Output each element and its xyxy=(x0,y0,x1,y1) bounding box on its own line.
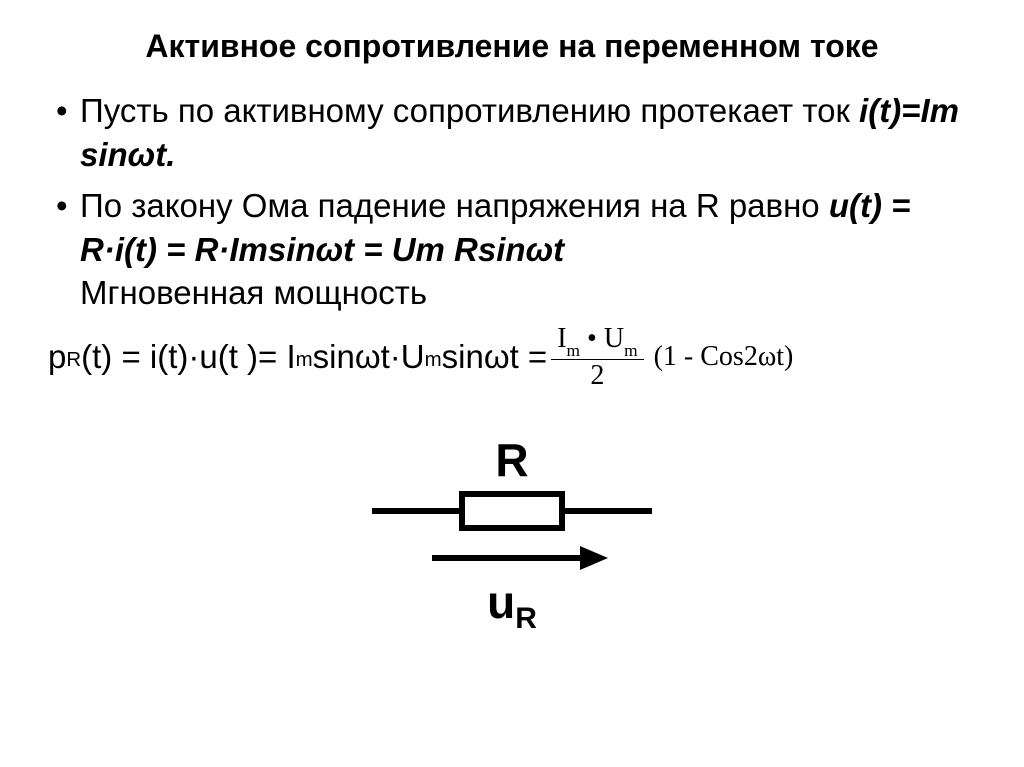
bullet-dot-icon: • xyxy=(56,184,80,228)
resistor-box xyxy=(462,494,562,528)
diagram-label-R: R xyxy=(495,436,528,486)
fn-bs: m xyxy=(624,341,638,360)
bullet-dot-icon: • xyxy=(56,89,80,133)
eq-m1: m xyxy=(296,347,313,374)
eq-mid3: sinωt = xyxy=(442,335,548,379)
eq-frac-den: 2 xyxy=(584,360,610,390)
fn-b: U xyxy=(604,323,624,354)
fn-bullet: • xyxy=(580,323,604,354)
fn-a: I xyxy=(557,323,566,354)
bullet-2: • По закону Ома падение напряжения на R … xyxy=(56,184,976,315)
eq-mid2: sinωt·U xyxy=(313,335,425,379)
slide: Активное сопротивление на переменном ток… xyxy=(0,0,1024,767)
bullet-1: • Пусть по активному сопротивлению проте… xyxy=(56,89,976,176)
eq-tail: (1 - Cos2ωt) xyxy=(654,339,794,376)
b2-post: Мгновенная мощность xyxy=(80,271,976,315)
bullet-1-text: Пусть по активному сопротивлению протека… xyxy=(80,89,976,176)
fn-as: m xyxy=(567,341,581,360)
eq-p-sub: R xyxy=(66,347,81,374)
eq-m2: m xyxy=(425,347,442,374)
eq-p: p xyxy=(48,335,66,379)
bullet-2-text: По закону Ома падение напряжения на R ра… xyxy=(80,184,976,315)
arrow-head-icon xyxy=(580,546,608,570)
eq-fraction: Im • Um 2 xyxy=(551,325,643,390)
b1-pre: Пусть по активному сопротивлению протека… xyxy=(80,92,859,129)
eq-mid1: (t) = i(t)·u(t )= I xyxy=(81,335,296,379)
diagram-label-uR: uR xyxy=(487,576,537,635)
b2-pre: По закону Ома падение напряжения на R ра… xyxy=(80,187,829,224)
power-equation: pR(t) = i(t)·u(t )= Imsinωt·Umsinωt = Im… xyxy=(48,325,976,390)
eq-frac-num: Im • Um xyxy=(551,325,643,360)
resistor-diagram: R uR xyxy=(48,436,976,636)
slide-title: Активное сопротивление на переменном ток… xyxy=(48,28,976,65)
bullet-list: • Пусть по активному сопротивлению проте… xyxy=(48,89,976,323)
resistor-svg: R uR xyxy=(352,436,672,636)
